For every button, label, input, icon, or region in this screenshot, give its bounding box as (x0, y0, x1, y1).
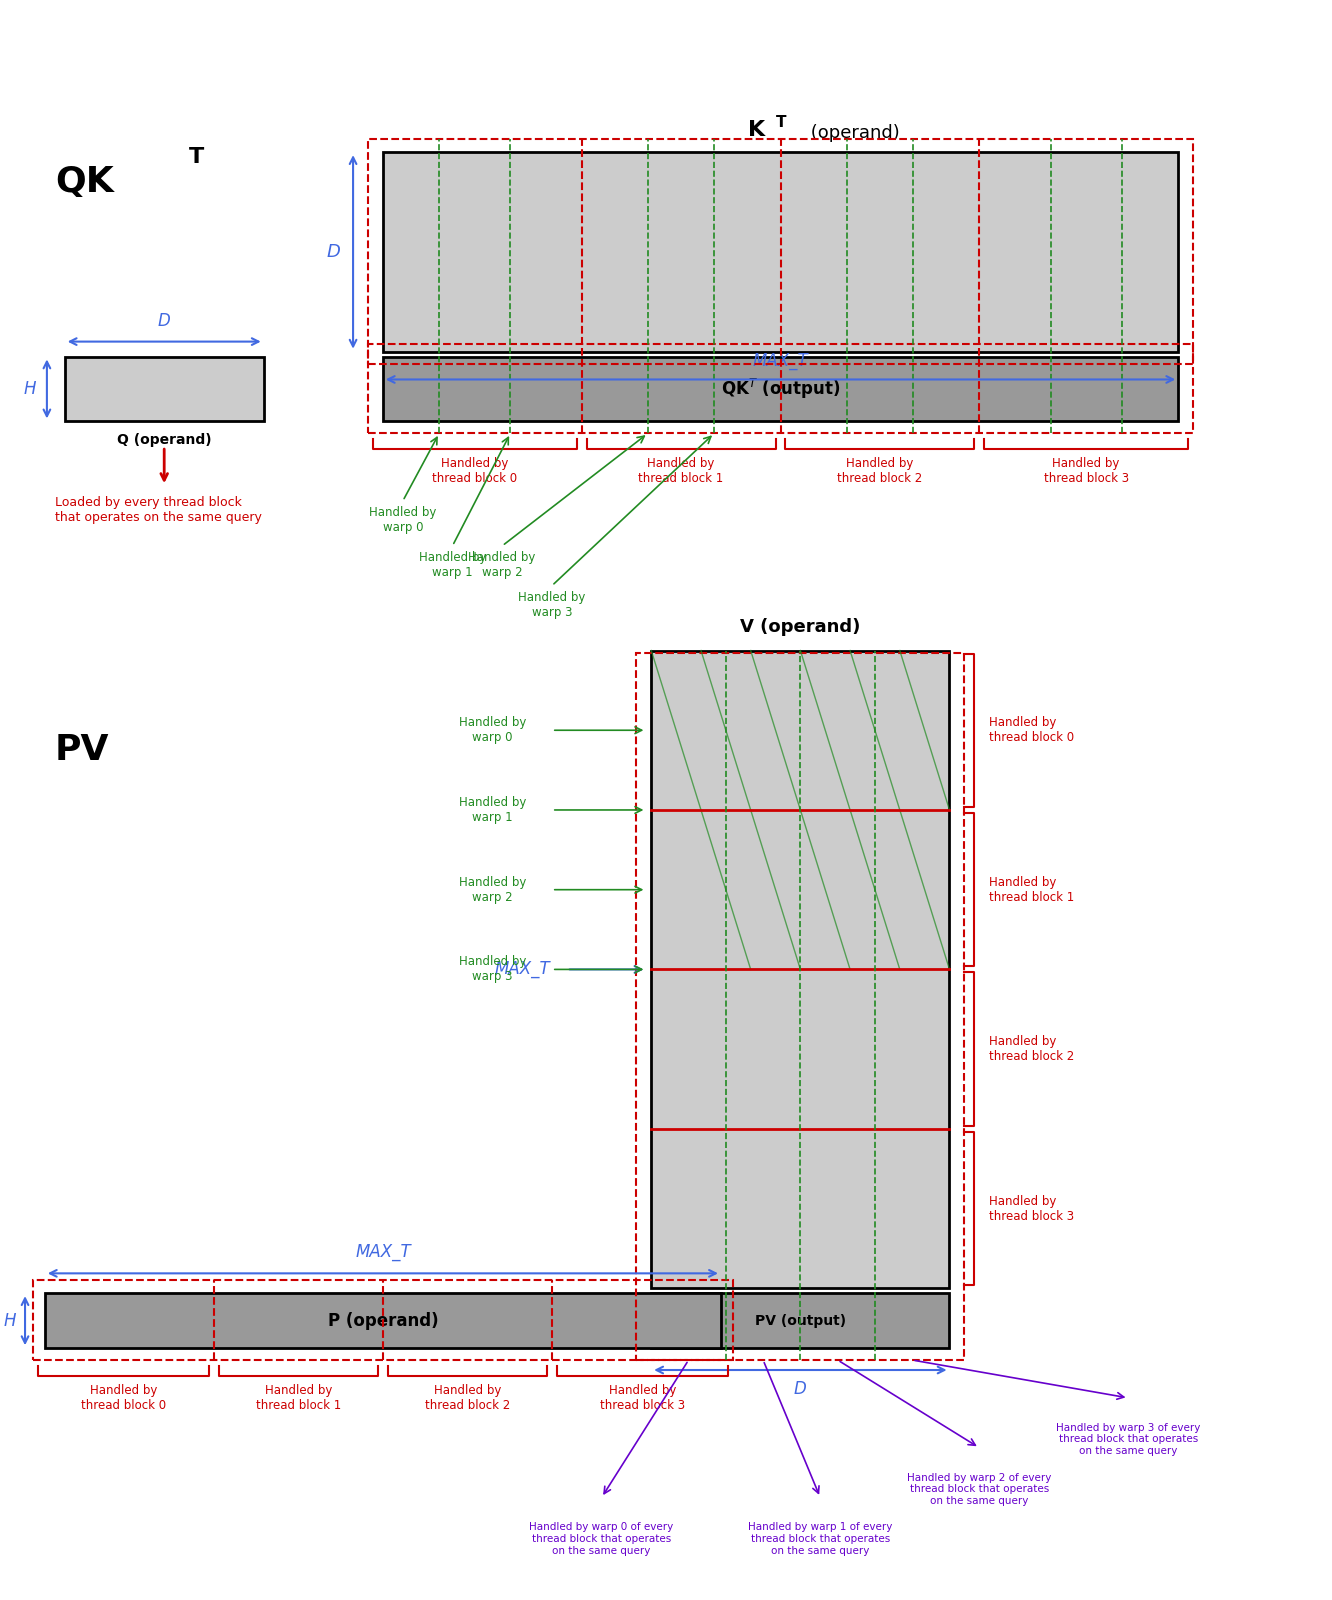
Bar (382, 152, 1177, 352)
Text: PV (output): PV (output) (755, 1314, 846, 1328)
Text: Handled by
thread block 3: Handled by thread block 3 (990, 1195, 1075, 1222)
Text: D: D (794, 1379, 807, 1398)
Text: Handled by
warp 0: Handled by warp 0 (369, 506, 437, 534)
Bar (65, 357, 264, 421)
Text: Handled by
warp 0: Handled by warp 0 (458, 717, 526, 744)
Text: Handled by
thread block 2: Handled by thread block 2 (425, 1384, 510, 1411)
Text: MAX_T: MAX_T (494, 960, 550, 979)
Text: MAX_T: MAX_T (753, 352, 809, 370)
Text: T: T (775, 115, 786, 130)
Text: P (operand): P (operand) (328, 1312, 438, 1330)
Text: Handled by warp 1 of every
thread block that operates
on the same query: Handled by warp 1 of every thread block … (749, 1523, 892, 1555)
Text: D: D (326, 243, 340, 261)
Bar (368, 139, 1193, 363)
Text: Handled by warp 3 of every
thread block that operates
on the same query: Handled by warp 3 of every thread block … (1056, 1422, 1200, 1456)
Text: Handled by
warp 3: Handled by warp 3 (458, 955, 526, 984)
Bar (368, 344, 1193, 434)
Text: MAX_T: MAX_T (356, 1243, 410, 1261)
Text: Handled by
warp 1: Handled by warp 1 (458, 795, 526, 824)
Bar (651, 651, 950, 1288)
Text: Loaded by every thread block
that operates on the same query: Loaded by every thread block that operat… (55, 496, 261, 525)
Text: Handled by
thread block 0: Handled by thread block 0 (433, 458, 517, 485)
Text: Handled by
warp 2: Handled by warp 2 (469, 550, 535, 579)
Text: T: T (189, 147, 204, 168)
Text: Handled by
thread block 0: Handled by thread block 0 (81, 1384, 166, 1411)
Text: Handled by
thread block 1: Handled by thread block 1 (638, 458, 723, 485)
Text: Handled by warp 0 of every
thread block that operates
on the same query: Handled by warp 0 of every thread block … (529, 1523, 674, 1555)
Bar (651, 1293, 950, 1349)
Bar (45, 1293, 721, 1349)
Text: H: H (4, 1312, 16, 1330)
Text: Handled by
thread block 1: Handled by thread block 1 (990, 875, 1075, 904)
Text: V (operand): V (operand) (741, 618, 860, 635)
Text: Handled by warp 2 of every
thread block that operates
on the same query: Handled by warp 2 of every thread block … (907, 1472, 1051, 1506)
Text: Handled by
warp 3: Handled by warp 3 (518, 590, 586, 619)
Text: Q (operand): Q (operand) (117, 434, 212, 448)
Text: Handled by
warp 2: Handled by warp 2 (458, 875, 526, 904)
Text: Handled by
warp 1: Handled by warp 1 (418, 550, 486, 579)
Text: Handled by
thread block 2: Handled by thread block 2 (990, 1035, 1075, 1062)
Text: H: H (24, 379, 36, 398)
Text: Handled by
thread block 3: Handled by thread block 3 (599, 1384, 685, 1411)
Text: QK: QK (55, 165, 113, 198)
Bar (637, 653, 964, 1360)
Text: (operand): (operand) (806, 125, 900, 142)
Text: D: D (157, 312, 170, 330)
Text: PV: PV (55, 733, 109, 766)
Text: Handled by
thread block 1: Handled by thread block 1 (256, 1384, 341, 1411)
Text: Handled by
thread block 2: Handled by thread block 2 (838, 458, 923, 485)
Text: Handled by
thread block 3: Handled by thread block 3 (1043, 458, 1128, 485)
Text: K: K (749, 120, 766, 141)
Text: QK$^T$ (output): QK$^T$ (output) (721, 378, 840, 402)
Bar (33, 1280, 733, 1360)
Text: Handled by
thread block 0: Handled by thread block 0 (990, 717, 1075, 744)
Bar (382, 357, 1177, 421)
